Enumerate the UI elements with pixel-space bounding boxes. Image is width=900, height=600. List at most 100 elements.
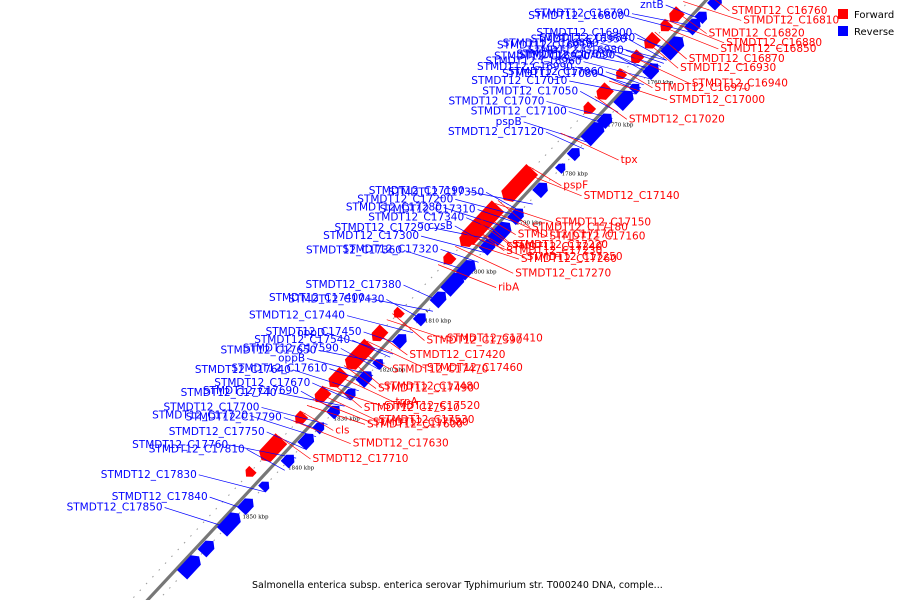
- gene-label: cysB: [428, 220, 453, 232]
- gene-label: STMDT12_C17490: [378, 383, 474, 395]
- gene-label: STMDT12_C16810: [743, 14, 839, 26]
- spacer-mark: [158, 568, 161, 571]
- gene-label: STMDT12_C16990: [477, 61, 573, 73]
- spacer-mark: [582, 113, 585, 116]
- leader-line: [466, 217, 505, 236]
- leader-line: [494, 203, 554, 223]
- forward-gene: [328, 366, 349, 388]
- gene-label: STMDT12_C17850: [67, 501, 163, 513]
- gene-label: STMDT12_C17150: [555, 216, 651, 228]
- gene-label: STMDT12_C17600: [367, 418, 463, 430]
- leader-line: [230, 444, 297, 459]
- leader-line: [312, 382, 351, 401]
- forward-genes-layer: [245, 6, 685, 477]
- gene-label: STMDT12_C16920: [494, 50, 590, 62]
- leader-line: [594, 45, 662, 67]
- leader-line: [318, 349, 385, 364]
- leader-line: [454, 225, 493, 248]
- reverse-gene: [429, 291, 447, 309]
- gene-label: STMDT12_C17090: [519, 50, 615, 62]
- reverse-gene: [507, 208, 524, 226]
- reverse-gene: [236, 498, 254, 516]
- spacer-mark: [240, 480, 243, 483]
- reverse-gene: [343, 388, 356, 401]
- leader-line: [660, 25, 719, 50]
- reverse-gene: [613, 90, 634, 111]
- spacer-mark: [580, 144, 583, 147]
- spacer-mark: [270, 478, 273, 480]
- leader-line: [608, 80, 668, 101]
- gene-label: STMDT12_C17030: [516, 49, 612, 61]
- gene-label: STMDT12_C17000: [669, 94, 765, 106]
- leader-line: [164, 507, 231, 529]
- leader-line: [349, 359, 382, 387]
- gene-label: STMDT12_C17020: [629, 113, 725, 125]
- scale-tick: [425, 309, 429, 313]
- forward-gene: [630, 49, 645, 64]
- leader-line: [483, 215, 516, 235]
- gene-label: oppB: [278, 352, 305, 364]
- reverse-gene: [580, 121, 605, 147]
- leader-line: [352, 339, 391, 358]
- leader-line: [420, 235, 488, 254]
- spacer-mark: [145, 582, 148, 585]
- spacer-mark: [567, 158, 570, 161]
- leader-line: [443, 207, 510, 229]
- leader-line: [278, 392, 345, 407]
- spacer-mark: [213, 539, 216, 542]
- gene-label: STMDT12_C16970: [654, 82, 750, 94]
- leader-line: [631, 56, 691, 84]
- leader-line: [568, 111, 607, 125]
- leader-line: [318, 392, 377, 421]
- spacer-mark: [371, 369, 374, 372]
- gene-label: STMDT12_C17670: [214, 377, 310, 389]
- leader-line: [440, 248, 479, 263]
- leader-line: [489, 209, 548, 237]
- spacer-mark: [627, 65, 629, 68]
- gene-label: tpx: [621, 154, 638, 166]
- backbone-line: [145, 0, 709, 600]
- spacer-mark: [291, 426, 294, 428]
- leader-line: [477, 221, 511, 246]
- gene-label: STMDT12_C17740: [181, 387, 277, 399]
- spacer-mark: [228, 494, 230, 496]
- spacer-mark: [327, 416, 330, 419]
- spacer-mark: [428, 308, 431, 310]
- spacer-mark: [133, 596, 135, 598]
- leader-line: [614, 54, 653, 76]
- leader-line: [605, 71, 644, 86]
- gene-label: STMDT12_C17250: [527, 251, 623, 263]
- gene-label: STMDT12_C17410: [447, 333, 543, 345]
- spacer-mark: [162, 593, 165, 596]
- reverse-gene: [532, 182, 548, 199]
- reverse-gene: [280, 454, 295, 469]
- reverse-gene: [566, 148, 580, 162]
- gene-label: STMDT12_C17420: [409, 349, 505, 361]
- leader-line: [455, 199, 522, 217]
- gene-label: STMDT12_C16960: [486, 56, 582, 68]
- spacer-mark: [314, 430, 317, 433]
- gene-label: STMDT12_C17390: [426, 335, 522, 347]
- gene-label: STMDT12_C16850: [720, 43, 816, 55]
- scale-tick-label: 1770 kbp: [607, 123, 634, 129]
- gene-label: STMDT12_C16800: [528, 10, 624, 22]
- spacer-mark: [555, 172, 558, 174]
- spacer-mark: [234, 487, 237, 490]
- leader-line: [403, 284, 442, 303]
- gene-label: STMDT12_C17270: [515, 267, 611, 279]
- leader-line: [592, 56, 659, 70]
- leader-line: [386, 299, 425, 321]
- spacer-mark: [285, 432, 287, 435]
- gene-label: STMDT12_C17700: [163, 401, 259, 413]
- reverse-gene: [372, 359, 384, 371]
- spacer-mark: [200, 552, 203, 555]
- leader-line: [545, 131, 585, 150]
- leader-line: [497, 200, 531, 228]
- gene-label: STMDT12_C16790: [534, 8, 630, 20]
- gene-label: STMDT12_C17230: [506, 245, 602, 257]
- reverse-gene: [297, 433, 315, 451]
- gene-label: STMDT12_C17200: [357, 193, 453, 205]
- leader-line: [620, 68, 653, 89]
- gene-label: STMDT12_C17690: [203, 385, 299, 397]
